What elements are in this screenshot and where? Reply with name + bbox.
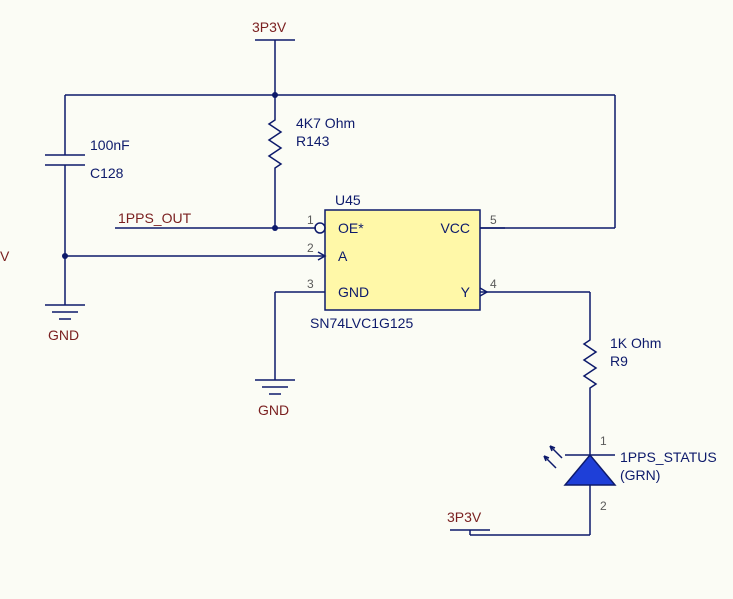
pin5-num: 5 bbox=[490, 213, 497, 227]
pin4-num: 4 bbox=[490, 277, 497, 291]
pin1-num: 1 bbox=[307, 213, 314, 227]
schematic-canvas: 3P3V 100nF C128 4K7 Ohm R143 1PPS_OUT V bbox=[0, 0, 733, 599]
u45-part: SN74LVC1G125 bbox=[310, 315, 413, 331]
pin3-name: GND bbox=[338, 284, 369, 300]
left-edge-v: V bbox=[0, 248, 10, 264]
power-3p3v-top-label: 3P3V bbox=[252, 19, 287, 35]
led-pin1: 1 bbox=[600, 434, 607, 448]
r143-value: 4K7 Ohm bbox=[296, 115, 355, 131]
u45-ref: U45 bbox=[335, 192, 361, 208]
gnd-mid-label: GND bbox=[258, 402, 289, 418]
ic-u45: U45 SN74LVC1G125 1 OE* 2 A 3 GND 5 VCC 4… bbox=[300, 192, 505, 331]
led-1pps-status: 1 2 1PPS_STATUS (GRN) bbox=[544, 434, 717, 535]
resistor-r9: 1K Ohm R9 bbox=[584, 335, 661, 395]
pin5-name: VCC bbox=[440, 220, 470, 236]
r9-ref: R9 bbox=[610, 353, 628, 369]
gnd-left-label: GND bbox=[48, 327, 79, 343]
power-3p3v-bottom: 3P3V bbox=[447, 509, 490, 535]
led-color: (GRN) bbox=[620, 467, 660, 483]
gnd-left: GND bbox=[45, 300, 85, 343]
gnd-mid: GND bbox=[255, 375, 295, 418]
pin3-num: 3 bbox=[307, 277, 314, 291]
capacitor-c128: 100nF C128 bbox=[45, 137, 130, 256]
power-3p3v-bottom-label: 3P3V bbox=[447, 509, 482, 525]
led-pin2: 2 bbox=[600, 499, 607, 513]
r9-value: 1K Ohm bbox=[610, 335, 661, 351]
cap-value: 100nF bbox=[90, 137, 130, 153]
r143-ref: R143 bbox=[296, 133, 330, 149]
pin2-name: A bbox=[338, 248, 348, 264]
pin1-name: OE* bbox=[338, 220, 364, 236]
led-name: 1PPS_STATUS bbox=[620, 449, 717, 465]
net-pps-out: 1PPS_OUT bbox=[118, 210, 192, 226]
pin2-num: 2 bbox=[307, 241, 314, 255]
cap-ref: C128 bbox=[90, 165, 124, 181]
power-3p3v-top: 3P3V bbox=[252, 19, 295, 95]
pin4-name: Y bbox=[461, 284, 471, 300]
